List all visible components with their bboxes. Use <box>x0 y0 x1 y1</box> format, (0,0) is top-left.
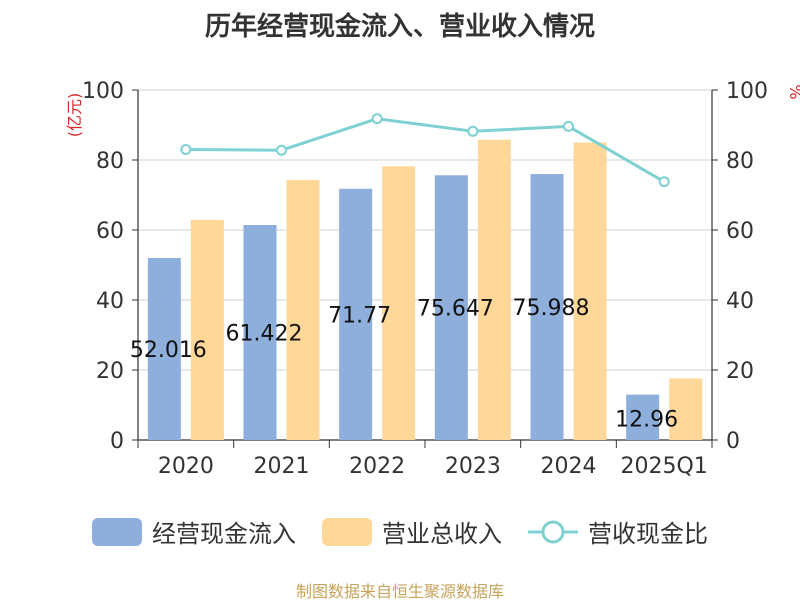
x-tick-label: 2022 <box>349 454 405 479</box>
data-label-cash-inflow: 71.77 <box>328 303 391 328</box>
y-right-tick-label: 60 <box>726 219 754 244</box>
legend-label-cash-inflow: 经营现金流入 <box>152 520 296 548</box>
bar-revenue <box>286 179 320 440</box>
bar-cash-inflow <box>147 257 181 440</box>
data-label-cash-inflow: 12.96 <box>615 408 678 433</box>
bar-revenue <box>382 166 416 441</box>
chart-title: 历年经营现金流入、营业收入情况 <box>204 12 595 42</box>
x-tick-label: 2025Q1 <box>621 454 708 479</box>
ratio-point <box>276 144 287 156</box>
data-label-cash-inflow: 75.647 <box>417 297 494 322</box>
legend-line-marker-icon <box>528 520 578 543</box>
y-right-tick-label: 0 <box>726 429 740 454</box>
y-left-unit-label: (亿元) <box>65 93 84 138</box>
y-left-tick-label: 40 <box>96 289 124 314</box>
ratio-line <box>185 117 665 183</box>
legend-label-revenue: 营业总收入 <box>382 520 502 548</box>
y-right-tick-label: 20 <box>726 359 754 384</box>
x-tick-label: 2023 <box>445 454 501 479</box>
source-note: 制图数据来自恒生聚源数据库 <box>295 582 504 601</box>
ratio-point <box>467 125 479 137</box>
bar-revenue <box>573 142 607 440</box>
ratio-point <box>563 120 574 132</box>
ratio-point <box>658 176 670 188</box>
y-left-tick-label: 20 <box>96 359 124 384</box>
ratio-point <box>180 144 192 155</box>
y-left-tick-label: 0 <box>110 429 124 454</box>
legend-swatch-cash-inflow <box>92 517 142 546</box>
legend-item-ratio[interactable]: 营收现金比 <box>528 514 708 549</box>
x-tick-label: 2020 <box>158 454 214 479</box>
y-right-tick-label: 80 <box>726 149 754 174</box>
y-left-tick-label: 100 <box>82 79 124 104</box>
y-right-tick-label: 100 <box>726 79 768 104</box>
legend-label-ratio: 营收现金比 <box>588 520 708 548</box>
y-left-tick-label: 80 <box>96 149 124 174</box>
bar-revenue <box>190 219 224 440</box>
y-right-unit-label: % <box>786 84 800 99</box>
bar-cash-inflow <box>339 188 373 440</box>
x-tick-label: 2024 <box>541 454 597 479</box>
bar-revenue <box>669 378 703 440</box>
legend-item-cash-inflow[interactable]: 经营现金流入 <box>92 514 296 549</box>
bar-revenue <box>477 139 511 440</box>
y-right-tick-label: 40 <box>726 289 754 314</box>
legend: 经营现金流入 营业总收入 营收现金比 <box>0 514 800 549</box>
data-label-cash-inflow: 52.016 <box>130 338 207 363</box>
data-label-cash-inflow: 61.422 <box>226 322 303 347</box>
legend-swatch-revenue <box>322 517 372 546</box>
data-label-cash-inflow: 75.988 <box>513 296 590 321</box>
ratio-point <box>371 113 383 125</box>
bar-cash-inflow <box>434 175 468 440</box>
bar-cash-inflow <box>530 174 564 440</box>
bar-cash-inflow <box>626 394 660 440</box>
legend-item-revenue[interactable]: 营业总收入 <box>322 514 502 549</box>
x-tick-label: 2021 <box>254 454 310 479</box>
y-left-tick-label: 60 <box>96 219 124 244</box>
bar-cash-inflow <box>243 225 277 440</box>
